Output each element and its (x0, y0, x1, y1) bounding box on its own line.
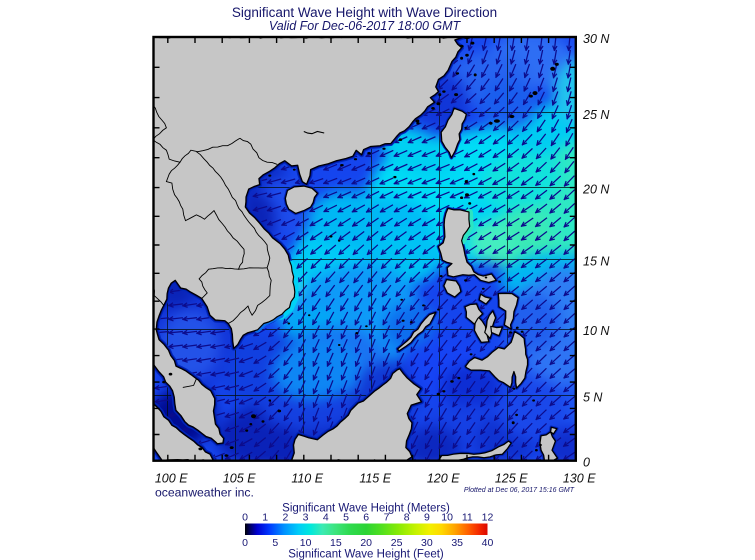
svg-text:15 N: 15 N (583, 254, 610, 268)
svg-text:8: 8 (404, 512, 410, 524)
svg-text:1: 1 (262, 512, 268, 524)
svg-text:Valid For Dec-06-2017 18:00 GM: Valid For Dec-06-2017 18:00 GMT (269, 19, 462, 33)
svg-text:30: 30 (421, 537, 433, 549)
svg-text:0: 0 (583, 456, 590, 470)
svg-text:12: 12 (482, 512, 494, 524)
svg-text:110 E: 110 E (291, 472, 323, 486)
svg-text:30 N: 30 N (583, 32, 610, 46)
svg-text:125 E: 125 E (495, 472, 528, 486)
svg-text:oceanweather inc.: oceanweather inc. (155, 486, 254, 500)
svg-text:Significant Wave Height with W: Significant Wave Height with Wave Direct… (232, 5, 497, 20)
svg-text:15: 15 (330, 537, 342, 549)
svg-text:100 E: 100 E (155, 472, 188, 486)
svg-text:105 E: 105 E (223, 472, 256, 486)
svg-text:3: 3 (303, 512, 309, 524)
svg-text:20: 20 (360, 537, 372, 549)
svg-text:0: 0 (242, 512, 248, 524)
svg-text:11: 11 (462, 512, 473, 524)
svg-text:2: 2 (282, 512, 288, 524)
svg-text:9: 9 (424, 512, 430, 524)
svg-text:Plotted at Dec 06, 2017 15:16: Plotted at Dec 06, 2017 15:16 GMT (464, 487, 575, 494)
svg-text:120 E: 120 E (427, 472, 460, 486)
svg-text:4: 4 (323, 512, 329, 524)
svg-text:10 N: 10 N (583, 324, 610, 338)
svg-text:25 N: 25 N (582, 108, 610, 122)
svg-text:25: 25 (391, 537, 403, 549)
svg-text:10: 10 (441, 512, 453, 524)
svg-text:35: 35 (451, 537, 463, 549)
svg-text:10: 10 (300, 537, 312, 549)
svg-text:115 E: 115 E (359, 472, 391, 486)
svg-text:5 N: 5 N (583, 390, 603, 404)
svg-text:5: 5 (272, 537, 278, 549)
svg-text:5: 5 (343, 512, 349, 524)
svg-text:20 N: 20 N (582, 183, 610, 197)
svg-text:Significant Wave Height (Meter: Significant Wave Height (Meters) (282, 503, 450, 515)
svg-text:Significant Wave Height (Feet): Significant Wave Height (Feet) (288, 549, 444, 560)
svg-text:0: 0 (242, 537, 248, 549)
svg-text:6: 6 (363, 512, 369, 524)
svg-text:40: 40 (482, 537, 494, 549)
svg-text:7: 7 (384, 512, 390, 524)
svg-text:130 E: 130 E (563, 472, 596, 486)
